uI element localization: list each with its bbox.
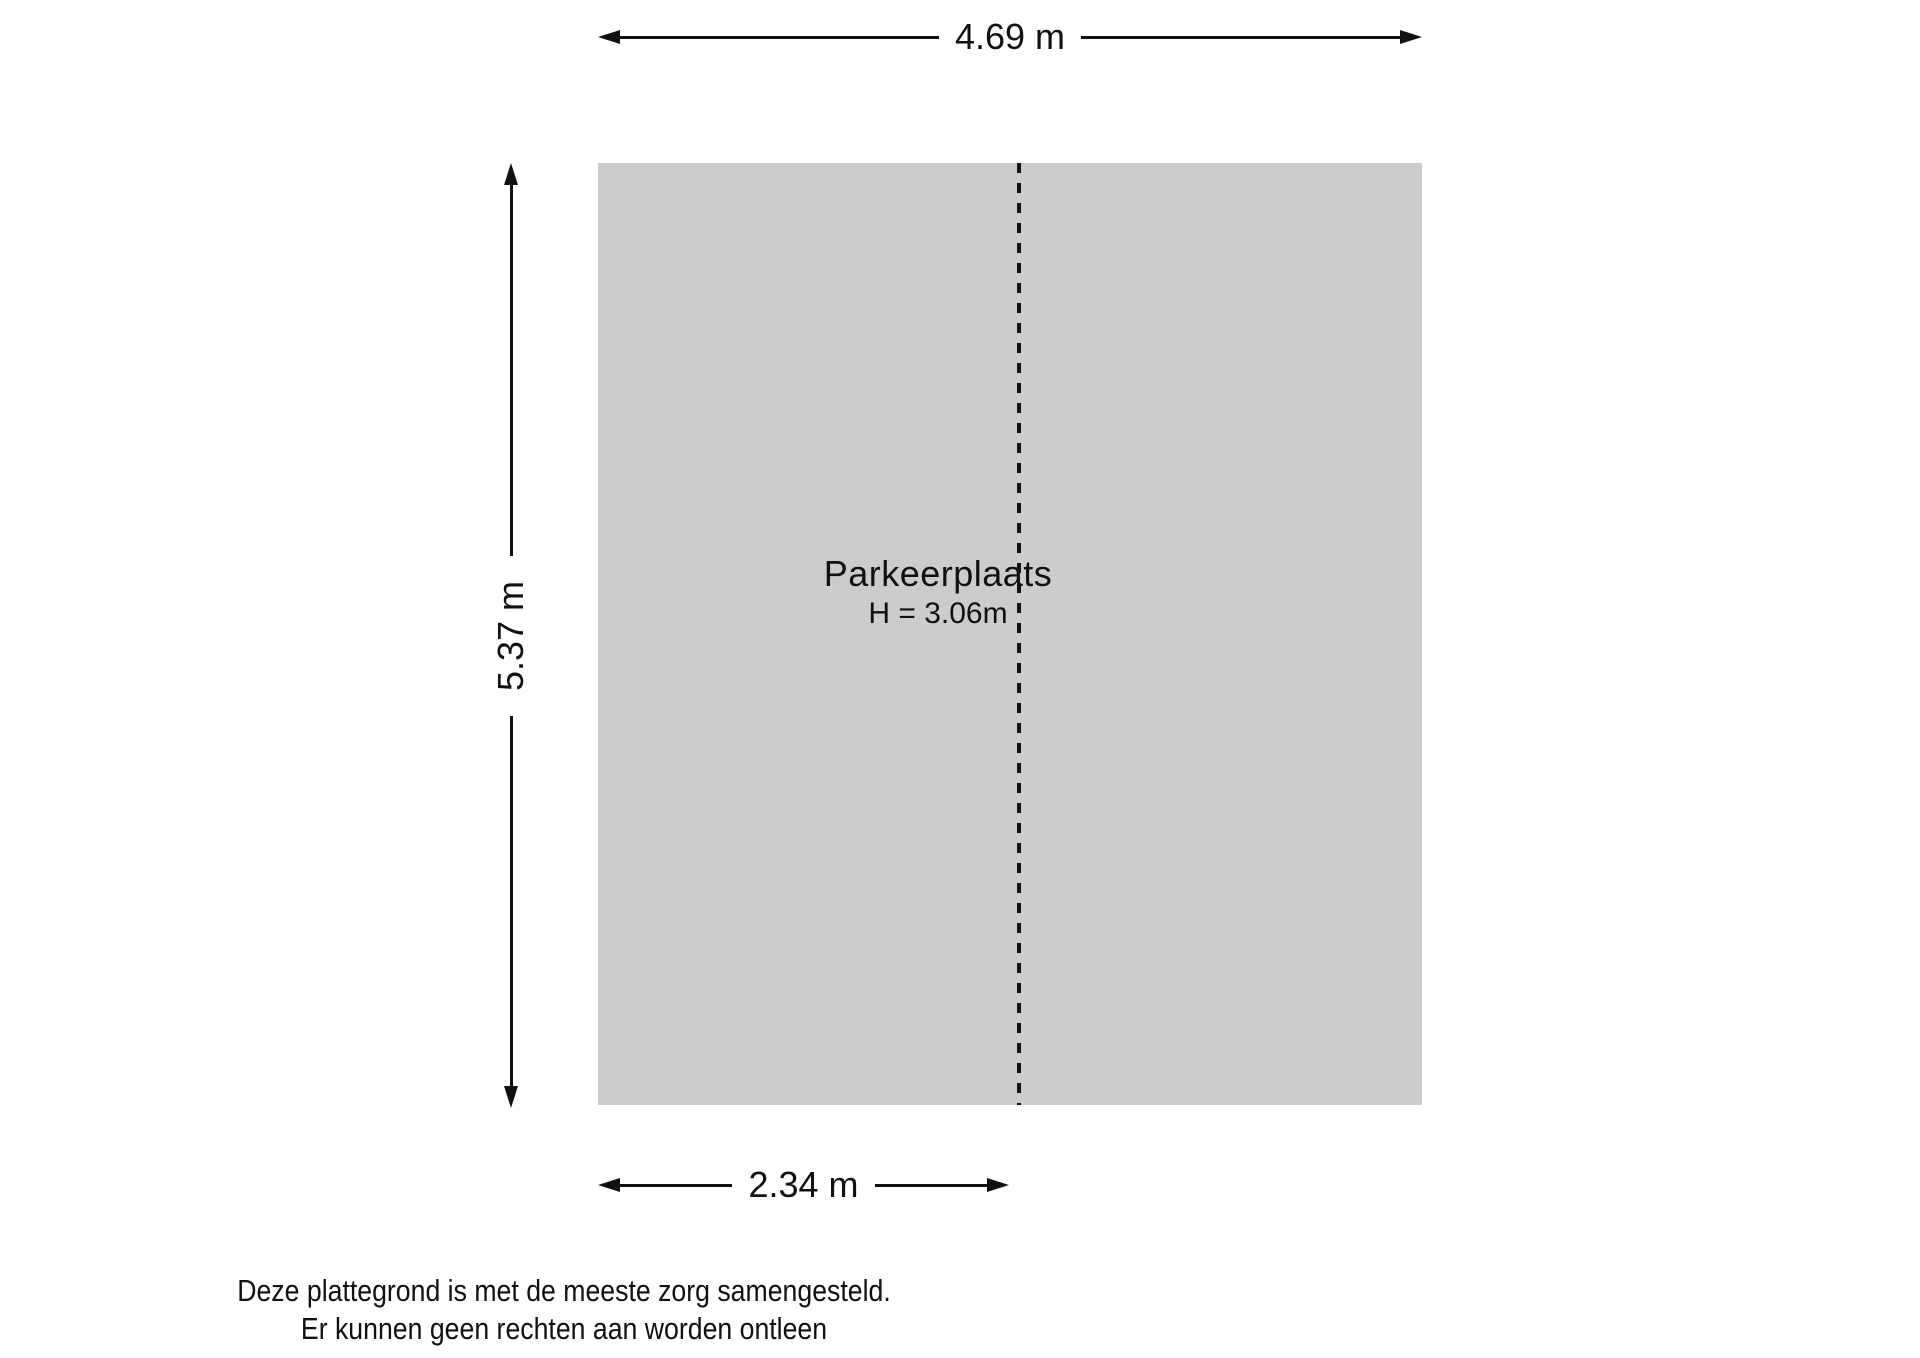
dimension-line-segment <box>620 35 939 39</box>
dimension-line-segment <box>509 715 513 1086</box>
parking-bay-divider-dashed-line <box>1017 163 1021 1105</box>
arrowhead-left-icon <box>598 1178 620 1192</box>
dimension-line-segment <box>874 1183 987 1187</box>
dimension-left-label: 5.37 m <box>490 580 531 691</box>
disclaimer-line-2: Er kunnen geen rechten aan worden ontlee… <box>300 1311 828 1346</box>
room-parkeerplaats <box>598 163 1422 1105</box>
dimension-line-segment <box>509 185 513 556</box>
arrowhead-right-icon <box>987 1178 1009 1192</box>
arrowhead-left-icon <box>598 30 620 44</box>
dimension-top: 4.69 m <box>598 15 1422 59</box>
arrowhead-down-icon <box>504 1086 518 1108</box>
room-height-label: H = 3.06m <box>868 597 1008 630</box>
dimension-bottom-label: 2.34 m <box>748 1164 859 1205</box>
dimension-bottom: 2.34 m <box>598 1163 1009 1207</box>
dimension-line-segment <box>1081 35 1400 39</box>
dimension-left: 5.37 m <box>489 163 533 1108</box>
dimension-line-segment <box>620 1183 733 1187</box>
room-label-block: Parkeerplaats H = 3.06m <box>824 553 1053 631</box>
disclaimer-line-1: Deze plattegrond is met de meeste zorg s… <box>237 1273 891 1308</box>
room-name-label: Parkeerplaats <box>823 553 1053 594</box>
disclaimer: Deze plattegrond is met de meeste zorg s… <box>114 1272 1014 1348</box>
arrowhead-up-icon <box>504 163 518 185</box>
dimension-top-label: 4.69 m <box>954 16 1066 57</box>
arrowhead-right-icon <box>1400 30 1422 44</box>
